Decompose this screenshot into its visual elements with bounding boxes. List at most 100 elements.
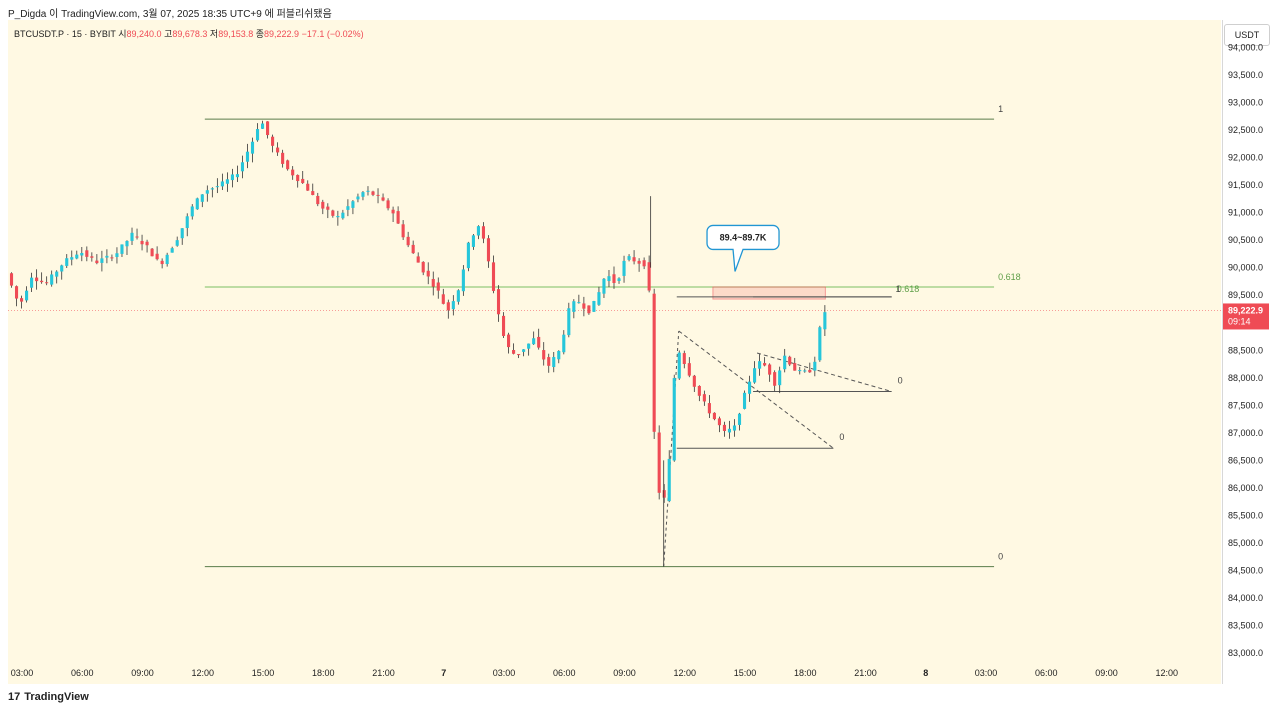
candle-body[interactable] [823, 312, 827, 330]
candle-body[interactable] [14, 286, 19, 299]
candle-body[interactable] [451, 301, 455, 310]
candle-body[interactable] [180, 228, 184, 239]
candle-body[interactable] [421, 261, 425, 273]
candle-body[interactable] [150, 248, 154, 257]
candle-body[interactable] [547, 357, 551, 366]
candle-body[interactable] [522, 349, 526, 352]
price-axis[interactable] [1222, 20, 1273, 684]
candle-body[interactable] [19, 298, 24, 302]
candle-body[interactable] [155, 253, 159, 260]
candle-body[interactable] [200, 194, 204, 202]
candle-body[interactable] [466, 242, 470, 269]
candle-body[interactable] [281, 152, 285, 164]
candle-body[interactable] [597, 292, 601, 305]
candle-body[interactable] [341, 212, 345, 219]
candle-body[interactable] [135, 236, 139, 238]
candle-body[interactable] [105, 255, 109, 258]
candle-body[interactable] [326, 206, 330, 210]
candle-body[interactable] [316, 195, 320, 205]
candle-body[interactable] [607, 276, 611, 282]
candle-body[interactable] [627, 256, 631, 260]
candle-body[interactable] [401, 224, 405, 238]
candle-body[interactable] [296, 174, 300, 182]
candle-body[interactable] [642, 260, 646, 267]
candle-body[interactable] [95, 260, 99, 264]
candle-body[interactable] [60, 265, 64, 272]
candle-body[interactable] [356, 196, 360, 200]
candle-body[interactable] [783, 355, 787, 370]
candle-body[interactable] [587, 305, 591, 314]
candle-body[interactable] [210, 188, 214, 190]
target-zone-box[interactable] [712, 286, 826, 300]
candle-body[interactable] [185, 216, 189, 229]
candle-body[interactable] [501, 315, 506, 336]
candle-body[interactable] [115, 253, 119, 257]
candle-body[interactable] [662, 490, 666, 498]
candle-body[interactable] [512, 350, 516, 354]
candle-body[interactable] [667, 458, 671, 502]
candle-body[interactable] [697, 385, 701, 396]
candle-body[interactable] [778, 370, 782, 386]
candle-body[interactable] [592, 301, 596, 312]
triangle-trend-line[interactable] [678, 330, 834, 449]
candle-body[interactable] [732, 425, 737, 431]
candle-body[interactable] [692, 375, 696, 387]
candle-body[interactable] [707, 403, 711, 414]
candle-body[interactable] [818, 327, 822, 361]
candle-body[interactable] [773, 372, 777, 386]
candle-body[interactable] [225, 179, 229, 184]
candle-body[interactable] [75, 254, 79, 259]
candle-body[interactable] [215, 186, 219, 188]
candle-body[interactable] [396, 211, 400, 224]
candle-body[interactable] [386, 200, 390, 209]
candle-body[interactable] [717, 418, 721, 426]
candle-body[interactable] [170, 248, 174, 253]
candle-body[interactable] [416, 256, 420, 263]
candle-body[interactable] [45, 282, 49, 284]
candle-body[interactable] [175, 240, 179, 246]
candle-body[interactable] [381, 197, 385, 201]
candle-body[interactable] [260, 123, 265, 129]
candle-body[interactable] [491, 262, 496, 291]
candle-body[interactable] [612, 274, 616, 283]
candle-body[interactable] [742, 392, 747, 409]
candle-body[interactable] [120, 244, 124, 254]
candle-body[interactable] [50, 274, 54, 285]
candle-body[interactable] [637, 260, 641, 264]
candle-body[interactable] [301, 178, 305, 184]
candle-body[interactable] [145, 241, 149, 246]
candle-body[interactable] [788, 356, 792, 365]
candle-body[interactable] [542, 350, 546, 360]
candle-body[interactable] [240, 162, 245, 172]
candle-body[interactable] [753, 368, 757, 383]
candle-body[interactable] [35, 277, 39, 282]
candle-body[interactable] [507, 334, 511, 348]
candle-body[interactable] [722, 424, 727, 431]
candle-body[interactable] [306, 183, 310, 191]
candle-body[interactable] [768, 364, 772, 375]
candle-body[interactable] [672, 378, 676, 461]
candle-body[interactable] [376, 194, 380, 196]
candle-body[interactable] [70, 257, 74, 260]
candle-body[interactable] [652, 293, 656, 432]
candle-body[interactable] [100, 258, 104, 263]
candle-body[interactable] [366, 190, 370, 192]
candle-body[interactable] [476, 226, 480, 236]
candle-body[interactable] [527, 343, 531, 349]
candle-body[interactable] [411, 244, 415, 254]
candle-body[interactable] [255, 129, 260, 141]
candle-body[interactable] [481, 226, 486, 239]
candle-body[interactable] [517, 354, 521, 356]
candle-body[interactable] [291, 169, 295, 176]
candle-body[interactable] [266, 121, 270, 136]
candle-body[interactable] [677, 352, 681, 379]
candle-body[interactable] [537, 336, 541, 348]
candle-body[interactable] [321, 201, 325, 209]
candle-body[interactable] [426, 270, 430, 277]
candle-body[interactable] [813, 361, 817, 371]
candle-body[interactable] [80, 252, 84, 256]
candle-body[interactable] [271, 136, 275, 146]
candle-body[interactable] [391, 209, 395, 214]
candle-body[interactable] [140, 240, 144, 245]
